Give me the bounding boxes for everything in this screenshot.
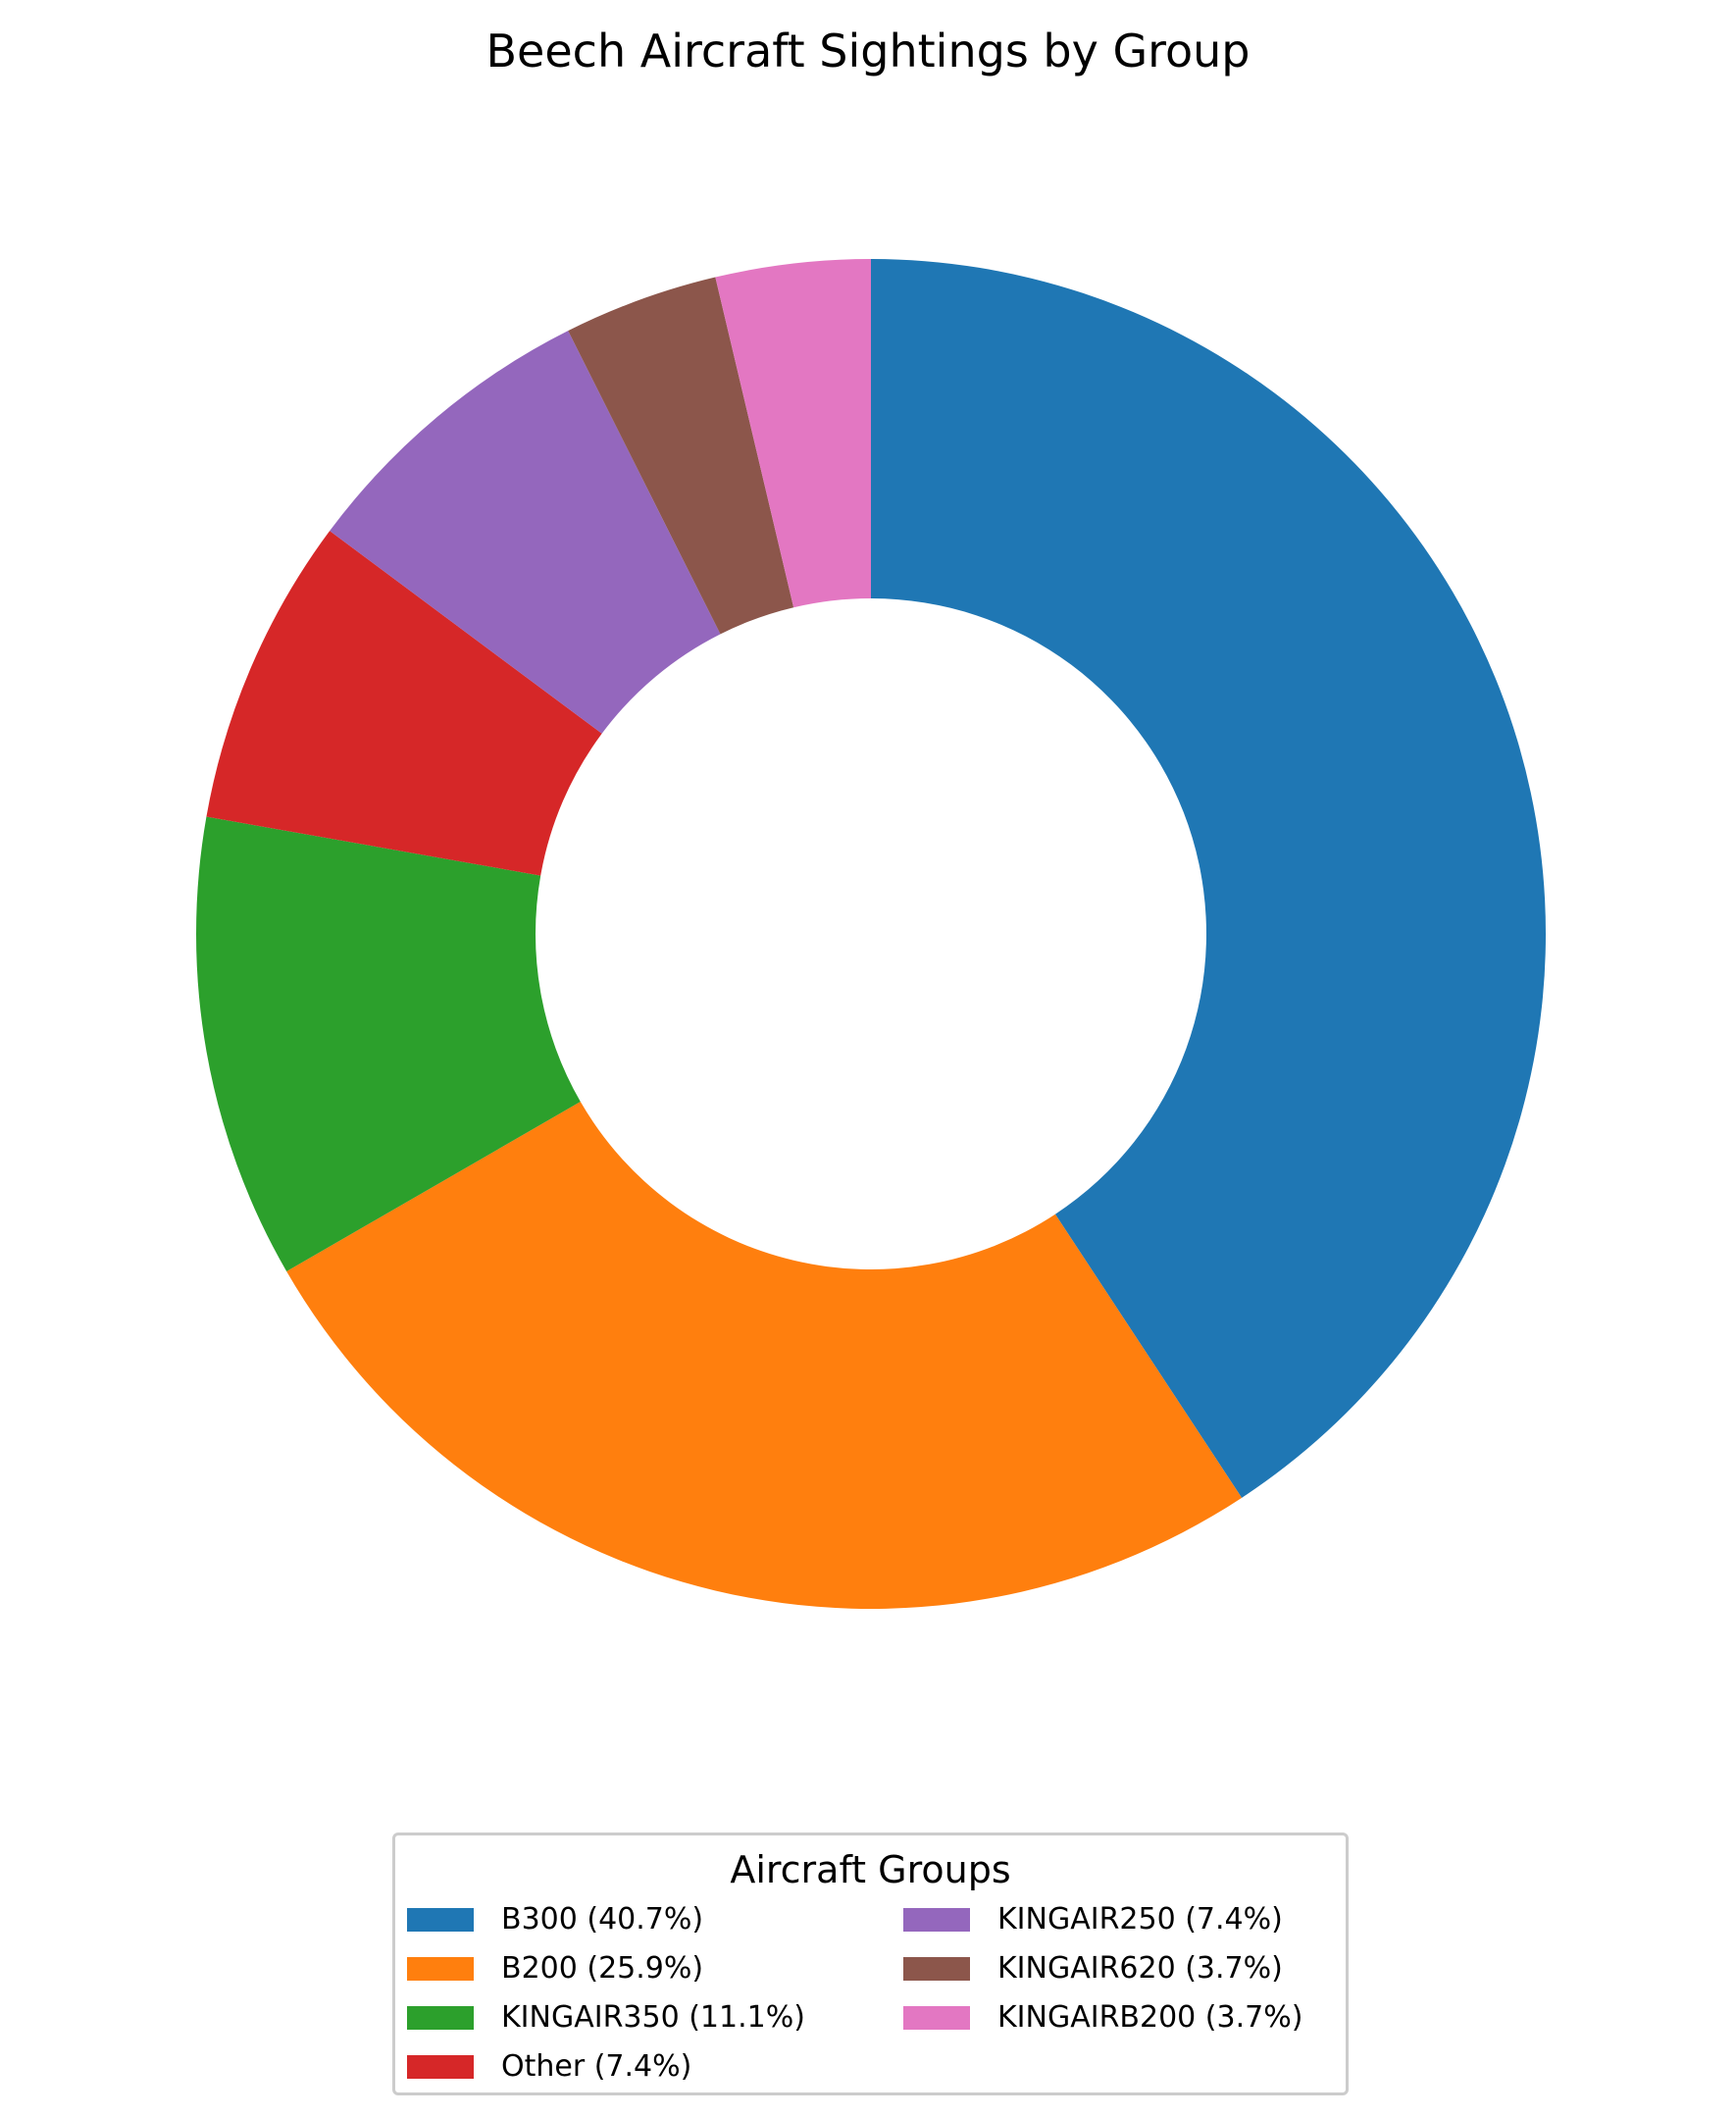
legend-swatch [903, 1908, 970, 1932]
legend: Aircraft Groups B300 (40.7%) B200 (25.9%)… [392, 1833, 1349, 2095]
legend-label: KINGAIR350 (11.1%) [501, 2000, 805, 2035]
legend-entry: KINGAIR250 (7.4%) [903, 1900, 1283, 1939]
donut-chart [195, 259, 1546, 1610]
legend-label: Other (7.4%) [501, 2049, 692, 2084]
legend-label: B200 (25.9%) [501, 1951, 704, 1986]
slice-b200 [286, 1102, 1243, 1610]
legend-swatch [903, 2006, 970, 2030]
slice-b300 [871, 259, 1546, 1498]
legend-swatch [407, 2055, 474, 2079]
legend-entry: KINGAIRB200 (3.7%) [903, 1998, 1302, 2038]
slice-kingair620 [568, 277, 794, 635]
legend-label: KINGAIR250 (7.4%) [997, 1902, 1283, 1936]
legend-label: KINGAIR620 (3.7%) [997, 1951, 1283, 1986]
legend-title: Aircraft Groups [730, 1848, 1011, 1891]
slice-kingairb200 [715, 259, 871, 608]
legend-label: B300 (40.7%) [501, 1902, 704, 1936]
chart-title: Beech Aircraft Sightings by Group [485, 25, 1251, 77]
legend-label: KINGAIRB200 (3.7%) [997, 2000, 1303, 2035]
legend-entries: B300 (40.7%) B200 (25.9%) KINGAIR350 (11.1… [395, 1835, 1346, 2092]
legend-entry: B300 (40.7%) [407, 1900, 703, 1939]
slice-other [206, 531, 602, 876]
legend-entry: Other (7.4%) [407, 2047, 691, 2087]
legend-swatch [407, 1957, 474, 1981]
legend-swatch [407, 2006, 474, 2030]
legend-entry: KINGAIR620 (3.7%) [903, 1949, 1283, 1988]
slice-kingair250 [330, 331, 721, 734]
legend-swatch [903, 1957, 970, 1981]
legend-swatch [407, 1908, 474, 1932]
slice-kingair350 [195, 816, 581, 1271]
legend-entry: KINGAIR350 (11.1%) [407, 1998, 805, 2038]
legend-entry: B200 (25.9%) [407, 1949, 703, 1988]
